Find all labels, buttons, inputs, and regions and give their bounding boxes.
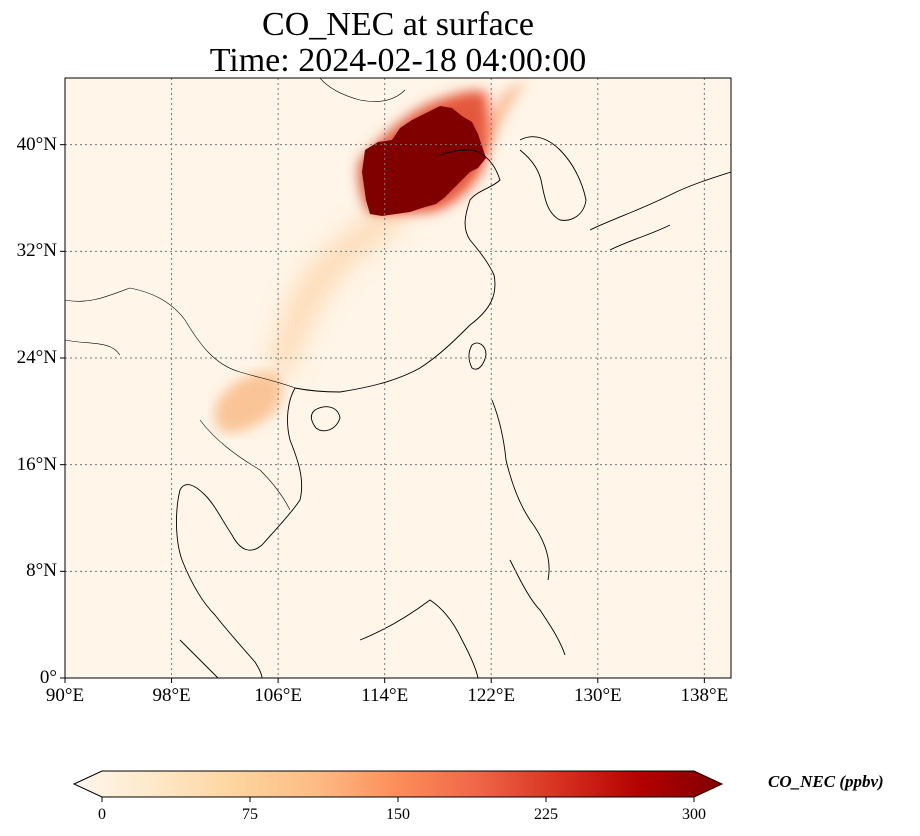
lat-tick-label: 16°N (16, 453, 57, 475)
inland-borders (65, 78, 406, 511)
lat-tick-label: 24°N (16, 347, 57, 368)
chart-title: CO_NEC at surface (262, 6, 534, 43)
lon-tick-label: 114°E (361, 685, 409, 706)
colorbar-ticks (101, 797, 695, 802)
korea-coastline (519, 136, 587, 221)
indochina-coast (176, 387, 303, 678)
lon-tick-label: 90°E (45, 685, 85, 706)
chart-subtitle-time: Time: 2024-02-18 04:00:00 (209, 42, 587, 79)
taiwan (468, 342, 487, 370)
lat-tick-label: 40°N (16, 133, 57, 155)
colorbar-tick-label: 0 (98, 806, 106, 823)
laos-yunnan-area (214, 372, 283, 434)
borneo-coast (359, 599, 479, 678)
concentration-field (214, 80, 528, 434)
japan-coastline (589, 171, 731, 251)
central-china-band (268, 205, 410, 375)
colorbar-bar (72, 770, 724, 798)
lat-tick-label: 32°N (16, 240, 57, 262)
colorbar-tick-label: 300 (682, 806, 706, 823)
lat-tick-label: 8°N (26, 560, 57, 582)
philippines (491, 399, 566, 656)
coastlines-and-borders (65, 78, 731, 678)
colorbar-tick-label: 150 (386, 806, 410, 823)
colorbar-tick-label: 225 (534, 806, 558, 823)
map-frame (64, 77, 732, 679)
hainan (310, 406, 341, 432)
plume-core (362, 106, 486, 216)
lon-tick-label: 98°E (152, 685, 191, 706)
tick-marks (60, 144, 705, 683)
lat-tick-label: 0° (39, 667, 57, 688)
lon-tick-label: 130°E (573, 685, 622, 706)
colorbar (72, 770, 724, 802)
sumatra-coast (179, 639, 219, 678)
lon-tick-label: 106°E (254, 685, 302, 706)
lon-tick-label: 138°E (680, 685, 729, 706)
lon-tick-label: 122°E (467, 685, 516, 706)
colorbar-label: CO_NEC (ppbv) (768, 772, 884, 791)
china-coastline (294, 149, 501, 393)
colorbar-tick-label: 75 (242, 806, 258, 823)
